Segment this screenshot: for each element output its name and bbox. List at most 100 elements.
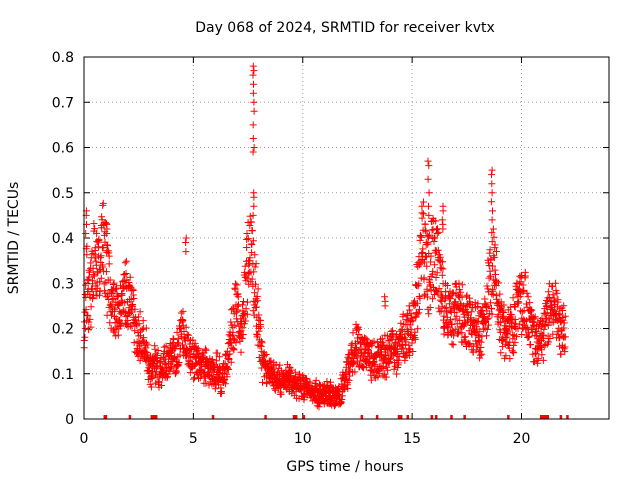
data-point-1866 — [488, 310, 496, 318]
data-point-71 — [96, 278, 104, 286]
data-point-2203 — [249, 71, 257, 79]
data-point-252 — [135, 320, 143, 328]
data-point-2005 — [519, 288, 527, 296]
data-point-1704 — [453, 312, 461, 320]
y-axis-label: SRMTID / TECUs — [6, 182, 22, 295]
data-point-2206 — [250, 98, 258, 106]
chart-title: Day 068 of 2024, SRMTID for receiver kvt… — [195, 20, 495, 36]
x-tick-label-1: 5 — [189, 431, 198, 447]
data-point-1544 — [418, 202, 426, 210]
data-point-682 — [229, 335, 237, 343]
data-point-832 — [262, 351, 270, 358]
data-point-770 — [248, 227, 256, 235]
data-point-2003 — [518, 308, 526, 316]
data-point-692 — [231, 285, 239, 293]
data-point-699 — [233, 291, 241, 299]
data-point-1747 — [462, 293, 470, 301]
data-point-1855 — [486, 246, 494, 254]
data-point-725 — [239, 324, 247, 332]
data-point-1551 — [420, 198, 427, 206]
data-point-291 — [144, 341, 152, 349]
data-point-1182 — [338, 392, 346, 400]
data-point-724 — [238, 334, 246, 342]
data-point-2218 — [424, 175, 432, 183]
data-point-5 — [81, 324, 89, 332]
data-point-471 — [183, 331, 191, 338]
data-point-1566 — [423, 262, 431, 270]
data-point-1841 — [483, 282, 491, 290]
data-point-1221 — [347, 341, 355, 349]
data-point-1817 — [478, 350, 486, 358]
data-point-2200 — [561, 333, 569, 341]
data-point-193 — [122, 257, 130, 265]
data-point-555 — [201, 345, 209, 353]
data-point-1554 — [420, 274, 428, 282]
data-point-2088 — [537, 342, 545, 350]
data-point-1244 — [352, 351, 360, 359]
data-point-233 — [131, 305, 139, 313]
data-point-618 — [215, 368, 223, 376]
data-point-101 — [102, 268, 110, 276]
data-point-1552 — [420, 210, 427, 218]
data-point-662 — [225, 355, 233, 362]
data-point-1488 — [406, 306, 414, 314]
data-point-814 — [258, 339, 266, 347]
data-point-1550 — [419, 245, 427, 253]
data-point-1535 — [416, 294, 424, 302]
data-point-2129 — [546, 335, 554, 342]
x-tick-label-4: 20 — [513, 431, 531, 447]
data-point-192 — [122, 313, 130, 321]
data-point-1693 — [451, 298, 458, 306]
data-point-759 — [246, 254, 254, 262]
data-point-794 — [254, 331, 261, 339]
data-point-1538 — [416, 232, 424, 240]
data-point-1800 — [474, 300, 482, 308]
data-point-228 — [130, 295, 138, 302]
data-point-1540 — [417, 257, 425, 265]
data-point-375 — [162, 342, 170, 350]
x-tick-label-2: 10 — [294, 431, 312, 447]
data-point-711 — [236, 328, 243, 336]
data-point-705 — [234, 293, 242, 301]
data-point-2230 — [439, 207, 447, 215]
data-point-677 — [228, 344, 236, 352]
data-point-2122 — [544, 321, 552, 329]
data-point-1863 — [488, 229, 496, 237]
data-point-1593 — [429, 267, 437, 275]
data-point-1073 — [315, 403, 323, 411]
data-point-1918 — [499, 312, 507, 320]
data-point-138 — [110, 279, 118, 287]
data-point-465 — [182, 323, 190, 331]
data-point-2075 — [534, 355, 542, 363]
data-point-232 — [131, 327, 139, 335]
data-point-65 — [95, 243, 103, 251]
data-point-64 — [94, 269, 102, 277]
data-point-896 — [276, 361, 284, 369]
y-tick-label-4: 0.4 — [52, 231, 74, 247]
data-point-1846 — [484, 285, 492, 293]
data-point-1619 — [434, 246, 442, 254]
data-point-694 — [232, 339, 240, 347]
data-point-42 — [89, 264, 97, 272]
data-point-1307 — [366, 354, 374, 362]
data-point-2045 — [528, 306, 536, 314]
data-point-1719 — [456, 324, 464, 332]
data-point-368 — [160, 343, 168, 351]
data-point-2198 — [561, 348, 569, 356]
data-point-610 — [213, 349, 221, 357]
data-point-409 — [170, 336, 178, 344]
data-point-177 — [119, 277, 127, 285]
data-point-120 — [106, 276, 114, 284]
data-point-2217 — [425, 162, 433, 170]
data-point-806 — [256, 317, 264, 325]
data-point-308 — [147, 383, 155, 391]
data-point-1642 — [439, 265, 447, 273]
data-point-255 — [136, 357, 144, 365]
data-point-2207 — [250, 107, 258, 115]
data-point-846 — [265, 358, 273, 366]
data-point-2210 — [250, 144, 258, 151]
data-point-1248 — [353, 352, 361, 360]
data-point-1368 — [379, 363, 387, 371]
data-point-553 — [201, 374, 209, 382]
data-point-1238 — [351, 368, 359, 376]
